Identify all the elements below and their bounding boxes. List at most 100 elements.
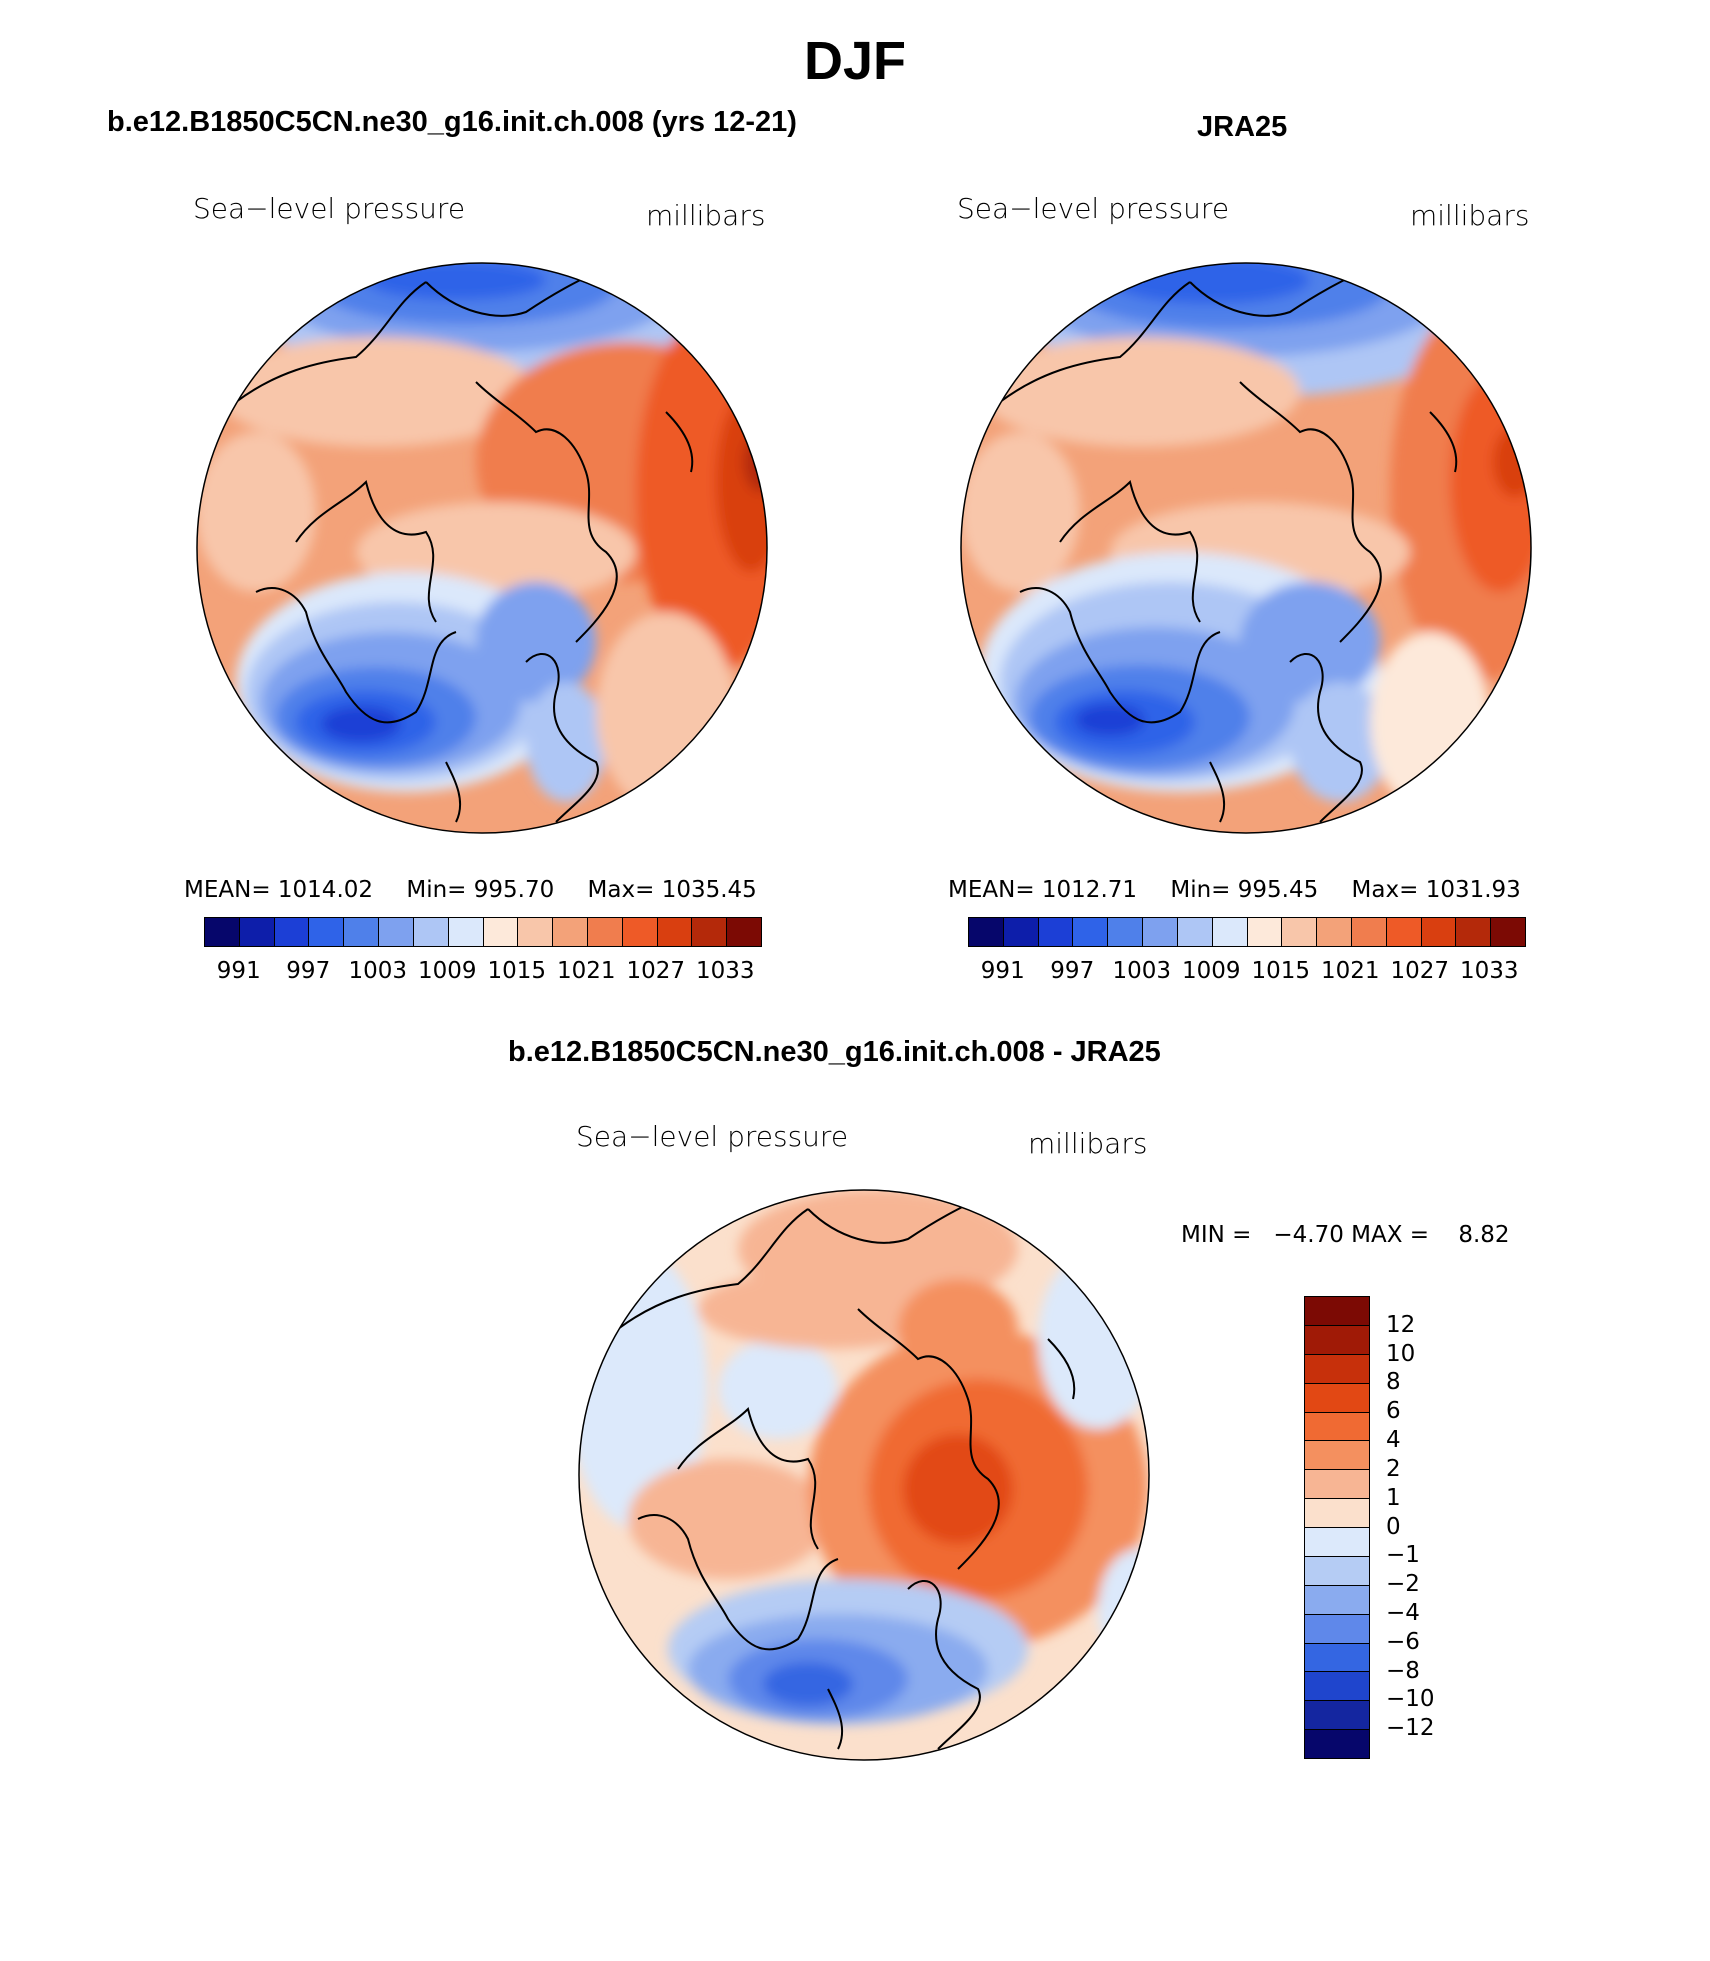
- colorbar-tick-label: 1003: [348, 958, 408, 984]
- diff-min-label: MIN =: [1181, 1222, 1252, 1248]
- model-max-label: Max=: [587, 877, 655, 903]
- colorbar-swatch: [1305, 1470, 1369, 1500]
- colorbar-swatch: [587, 918, 623, 946]
- diff-stats: MIN = −4.70 MAX = 8.82: [1181, 1222, 1510, 1248]
- colorbar-tick-label: −8: [1386, 1657, 1420, 1684]
- colorbar-tick-label: 1009: [417, 958, 477, 984]
- colorbar-tick-label: −10: [1386, 1686, 1435, 1713]
- colorbar-tick-label: 1015: [487, 958, 547, 984]
- colorbar-tick-label: 12: [1386, 1311, 1416, 1338]
- colorbar-swatch: [1305, 1528, 1369, 1557]
- colorbar-swatch: [1305, 1441, 1369, 1471]
- colorbar-tick-label: 1033: [695, 958, 755, 984]
- colorbar-swatch: [483, 918, 519, 946]
- colorbar-tick-label: 1003: [1112, 958, 1172, 984]
- colorbar-swatch: [344, 918, 380, 946]
- model-units-label: millibars: [646, 199, 766, 232]
- colorbar-tick-label: 4: [1386, 1427, 1401, 1454]
- colorbar-tick-label: 1021: [556, 958, 616, 984]
- colorbar-swatch: [1305, 1672, 1369, 1702]
- colorbar-tick-label: −2: [1386, 1571, 1420, 1598]
- colorbar-swatch: [1386, 918, 1422, 946]
- colorbar-swatch: [1305, 1383, 1369, 1413]
- colorbar-swatch: [413, 918, 449, 946]
- colorbar-swatch: [1177, 918, 1213, 946]
- colorbar-tick-label: 2: [1386, 1455, 1401, 1482]
- colorbar-tick-label: 997: [1050, 958, 1095, 984]
- obs-colorbar-ticks: 991 997 1003 1009 1015 1021 1027 1033: [968, 958, 1524, 988]
- colorbar-swatch: [1491, 918, 1525, 946]
- colorbar-swatch: [1317, 918, 1352, 946]
- colorbar-swatch: [727, 918, 761, 946]
- figure-title: DJF: [803, 31, 906, 91]
- colorbar-swatch: [1143, 918, 1178, 946]
- colorbar-swatch: [1421, 918, 1457, 946]
- colorbar-swatch: [1108, 918, 1144, 946]
- colorbar-swatch: [205, 918, 240, 946]
- obs-mean-label: MEAN=: [948, 877, 1035, 903]
- colorbar-swatch: [1305, 1354, 1369, 1384]
- colorbar-tick-label: −4: [1386, 1599, 1420, 1626]
- colorbar-tick-label: 1015: [1251, 958, 1311, 984]
- colorbar-swatch: [1305, 1701, 1369, 1731]
- colorbar-tick-label: 6: [1386, 1398, 1401, 1425]
- diff-max-label: MAX =: [1351, 1222, 1430, 1248]
- colorbar-swatch: [1282, 918, 1318, 946]
- colorbar-swatch: [239, 918, 275, 946]
- diff-variable-label: Sea−level pressure: [576, 1120, 849, 1153]
- colorbar-tick-label: 1009: [1181, 958, 1241, 984]
- colorbar-tick-label: 1033: [1459, 958, 1519, 984]
- colorbar-swatch: [553, 918, 588, 946]
- diff-max-value: 8.82: [1458, 1222, 1510, 1248]
- model-variable-label: Sea−level pressure: [193, 192, 466, 225]
- colorbar-tick-label: 997: [286, 958, 331, 984]
- obs-variable-label: Sea−level pressure: [957, 192, 1230, 225]
- colorbar-swatch: [1305, 1556, 1369, 1586]
- colorbar-swatch: [1212, 918, 1248, 946]
- colorbar-swatch: [1456, 918, 1492, 946]
- model-min-label: Min=: [406, 877, 467, 903]
- colorbar-swatch: [692, 918, 728, 946]
- colorbar-swatch: [1073, 918, 1109, 946]
- obs-stats: MEAN= 1012.71 Min= 995.45 Max= 1031.93: [948, 877, 1521, 903]
- model-stats: MEAN= 1014.02 Min= 995.70 Max= 1035.45: [184, 877, 757, 903]
- model-colorbar: [204, 917, 762, 947]
- obs-min-value: 995.45: [1237, 877, 1319, 903]
- obs-panel-title: JRA25: [1197, 111, 1288, 143]
- colorbar-tick-label: −1: [1386, 1542, 1420, 1569]
- colorbar-swatch: [518, 918, 554, 946]
- diff-min-value: −4.70: [1273, 1222, 1344, 1248]
- colorbar-tick-label: −6: [1386, 1628, 1420, 1655]
- colorbar-swatch: [1305, 1297, 1369, 1326]
- model-mean-label: MEAN=: [184, 877, 271, 903]
- colorbar-tick-label: 991: [216, 958, 261, 984]
- colorbar-swatch: [448, 918, 484, 946]
- colorbar-swatch: [657, 918, 693, 946]
- model-min-value: 995.70: [473, 877, 555, 903]
- obs-polar-map: [960, 262, 1532, 834]
- colorbar-swatch: [274, 918, 310, 946]
- colorbar-swatch: [1305, 1643, 1369, 1673]
- colorbar-swatch: [309, 918, 345, 946]
- diff-colorbar-ticks: 12 10 8 6 4 2 1 0 −1 −2 −4 −6 −8 −10 −12: [1386, 1296, 1466, 1757]
- obs-colorbar: [968, 917, 1526, 947]
- colorbar-tick-label: 1: [1386, 1484, 1401, 1511]
- colorbar-swatch: [1305, 1499, 1369, 1528]
- colorbar-tick-label: 8: [1386, 1369, 1401, 1396]
- colorbar-tick-label: 991: [980, 958, 1025, 984]
- colorbar-swatch: [622, 918, 658, 946]
- obs-min-label: Min=: [1170, 877, 1231, 903]
- obs-units-label: millibars: [1410, 199, 1530, 232]
- model-mean-value: 1014.02: [277, 877, 374, 903]
- model-polar-map: [196, 262, 768, 834]
- colorbar-tick-label: 1027: [626, 958, 686, 984]
- colorbar-swatch: [1305, 1412, 1369, 1442]
- colorbar-swatch: [379, 918, 414, 946]
- model-colorbar-ticks: 991 997 1003 1009 1015 1021 1027 1033: [204, 958, 760, 988]
- colorbar-swatch: [1305, 1614, 1369, 1644]
- colorbar-swatch: [1351, 918, 1387, 946]
- diff-panel-title: b.e12.B1850C5CN.ne30_g16.init.ch.008 - J…: [508, 1036, 1161, 1068]
- obs-max-value: 1031.93: [1425, 877, 1521, 903]
- colorbar-swatch: [1305, 1585, 1369, 1615]
- colorbar-tick-label: 0: [1386, 1513, 1401, 1540]
